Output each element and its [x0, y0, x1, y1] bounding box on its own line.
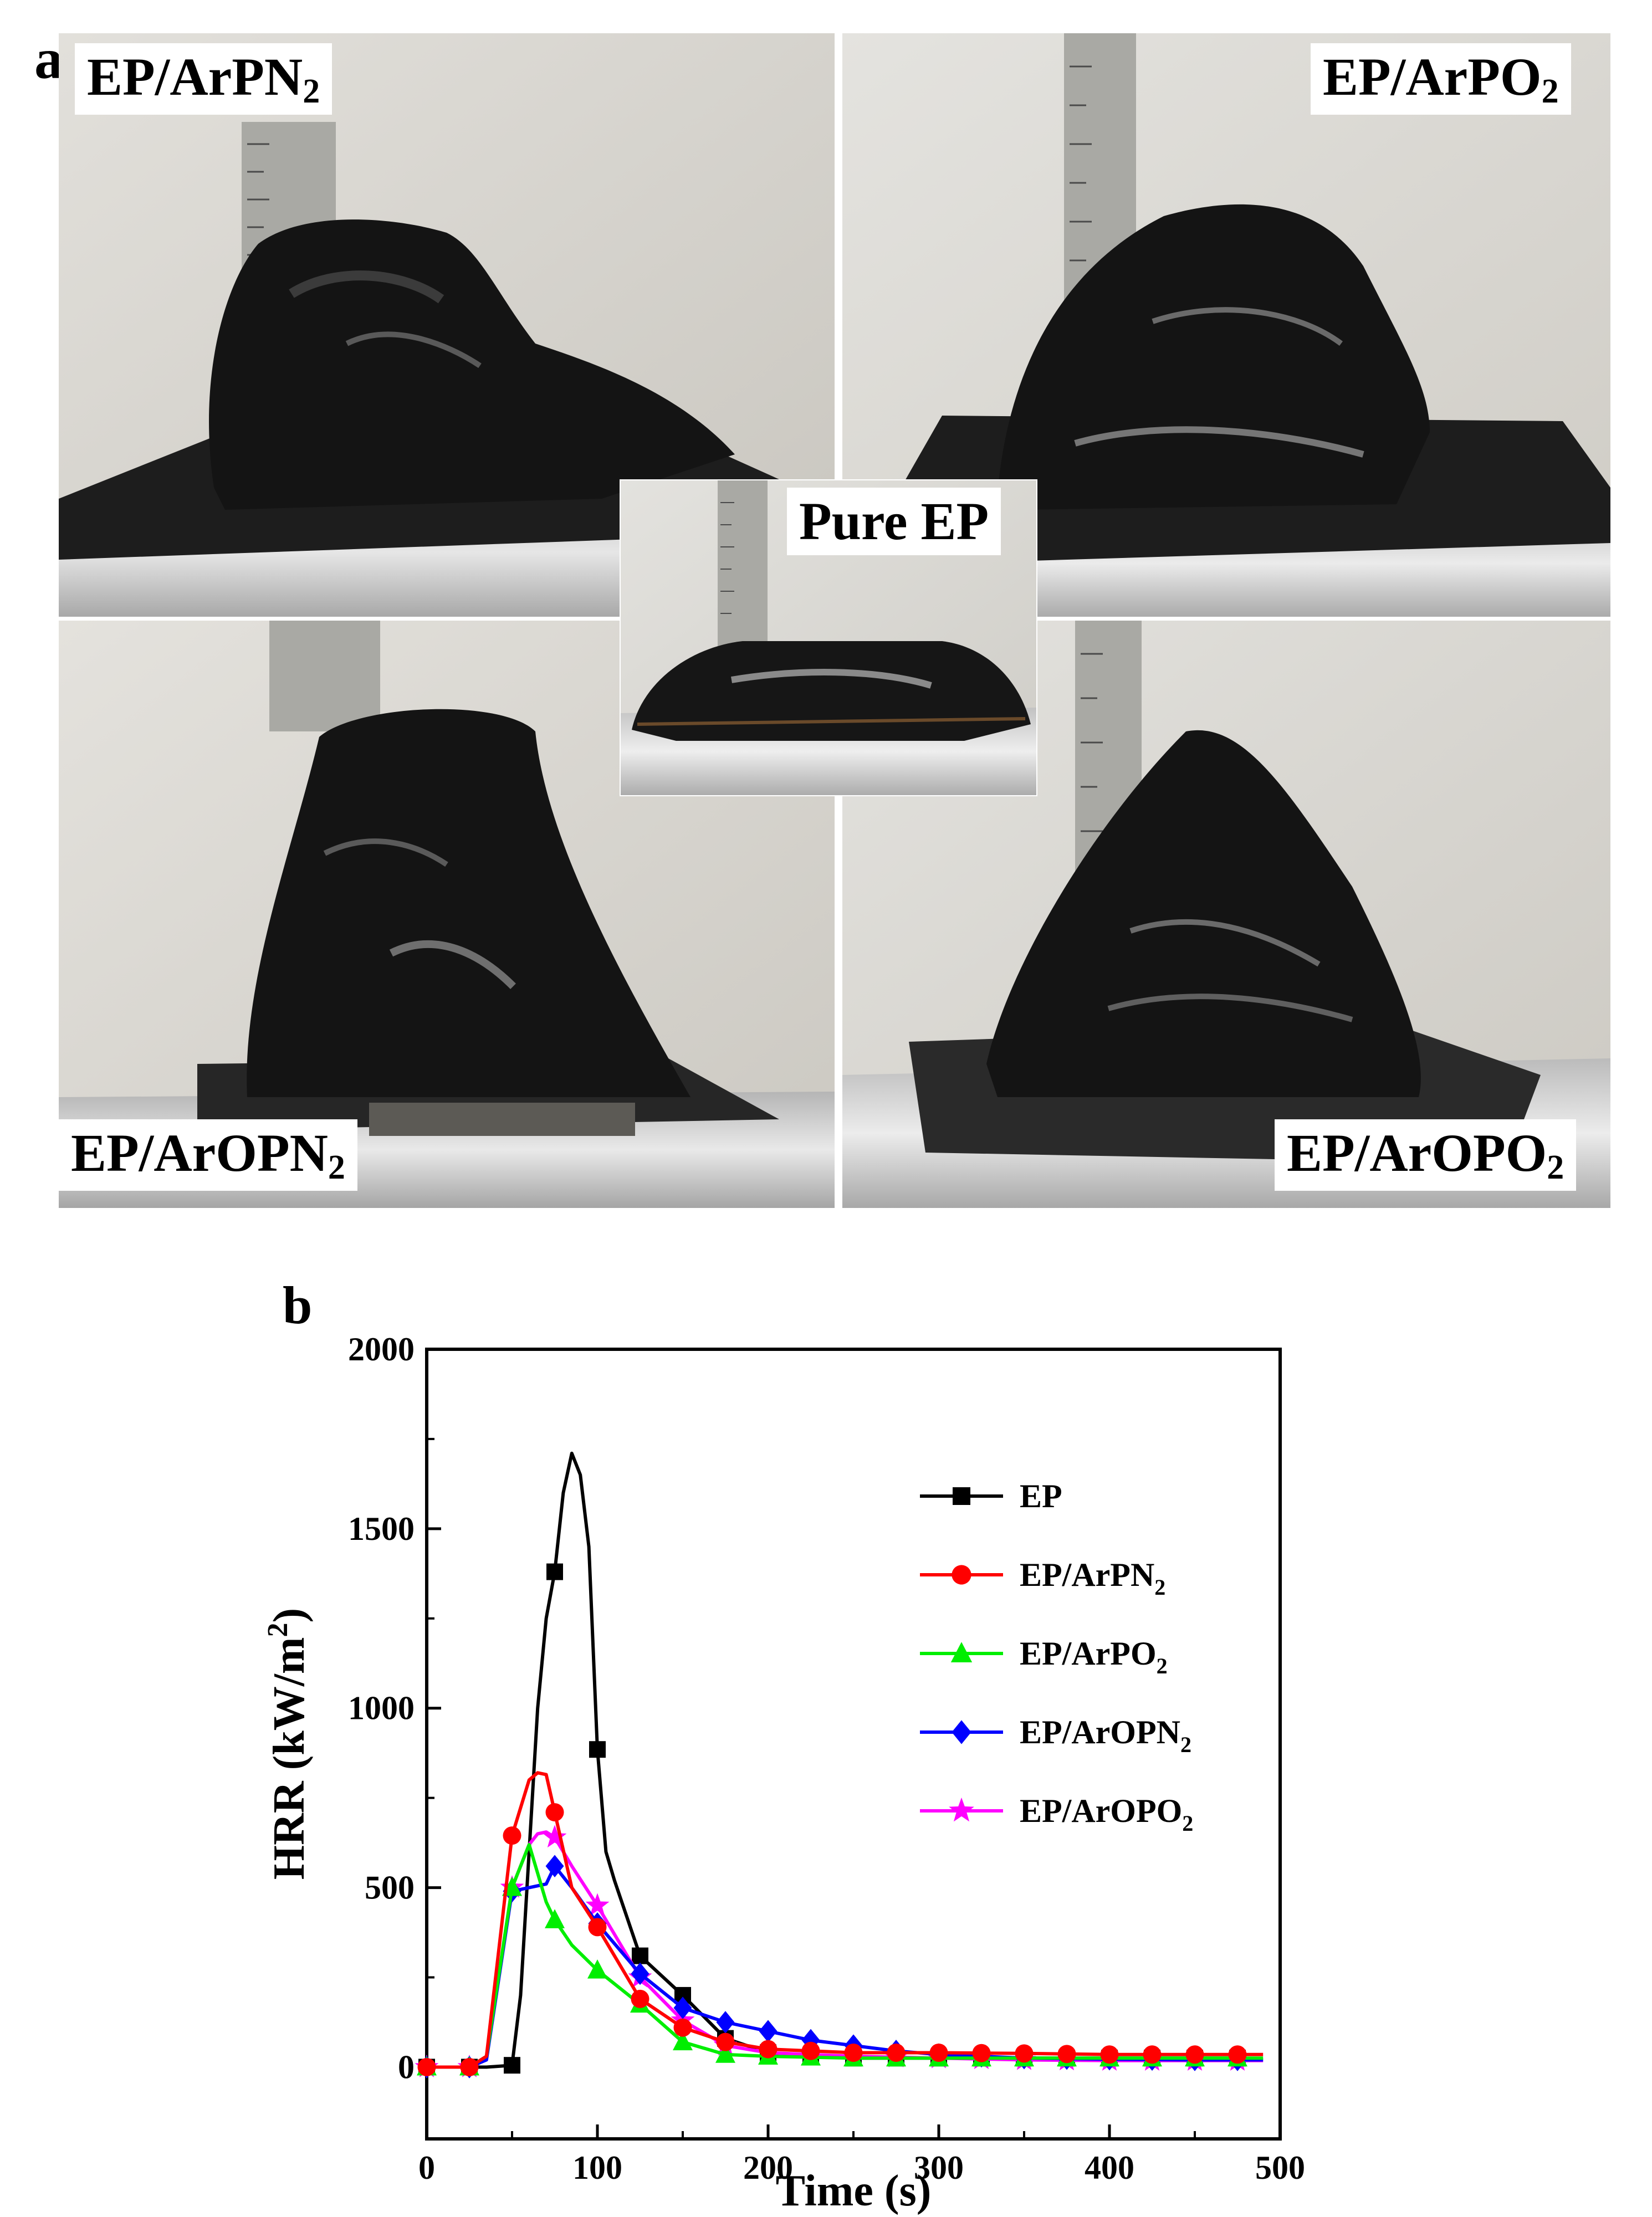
y-axis-title: HRR (kW/m2) — [262, 1608, 314, 1880]
legend-marker — [949, 1798, 974, 1822]
legend-label: EP/ArOPN2 — [1020, 1714, 1191, 1757]
data-point — [716, 2032, 735, 2051]
x-tick-label: 500 — [1255, 2149, 1305, 2186]
data-point — [716, 2011, 735, 2034]
y-tick-label: 1000 — [348, 1690, 415, 1727]
data-point — [1228, 2045, 1247, 2064]
data-point — [759, 2040, 778, 2059]
data-point — [929, 2044, 948, 2062]
data-point — [673, 2018, 692, 2037]
data-point — [585, 1893, 610, 1916]
data-point — [504, 2057, 520, 2074]
plot-frame — [425, 1348, 1282, 2141]
data-point — [546, 1563, 563, 1580]
data-point — [801, 2041, 820, 2060]
panel-a-letter: a — [34, 27, 63, 91]
data-point — [1143, 2045, 1162, 2064]
label-pure-ep: Pure EP — [787, 488, 1001, 556]
y-tick-label: 0 — [398, 2049, 415, 2085]
panel-b-letter: b — [283, 1276, 312, 1335]
data-point — [589, 1741, 606, 1758]
series-1 — [417, 1771, 1264, 2076]
data-point — [543, 1825, 567, 1848]
x-tick-label: 200 — [743, 2149, 793, 2186]
legend-label: EP/ArPN2 — [1020, 1556, 1165, 1600]
data-point — [545, 1855, 564, 1877]
data-point — [632, 1947, 648, 1964]
data-point — [1015, 2044, 1034, 2063]
x-tick-label: 300 — [914, 2149, 964, 2186]
label-ep-arpn2: EP/ArPN2 — [75, 43, 333, 115]
data-point — [545, 1803, 564, 1822]
data-point — [460, 2057, 479, 2076]
label-ep-aropn2: EP/ArOPN2 — [59, 1119, 357, 1191]
series-line — [427, 1842, 1264, 2069]
y-tick-label: 1500 — [348, 1511, 415, 1547]
x-tick-label: 400 — [1085, 2149, 1134, 2186]
data-point — [587, 1959, 607, 1979]
char-photo-ep-arpo2 — [842, 33, 1610, 617]
legend-marker — [952, 1720, 971, 1744]
data-point — [673, 1996, 692, 2019]
data-point — [503, 1826, 521, 1845]
data-point — [673, 2031, 693, 2051]
legend-marker — [950, 1642, 973, 1662]
y-tick-label: 2000 — [348, 1331, 415, 1368]
data-point — [715, 2044, 735, 2063]
x-axis-title: Time (s) — [776, 2167, 932, 2215]
series-layer — [415, 1451, 1264, 2078]
data-point — [887, 2044, 906, 2062]
data-point — [588, 1918, 607, 1937]
label-ep-arpo2: EP/ArPO2 — [1311, 43, 1571, 115]
x-tick-label: 0 — [418, 2149, 435, 2186]
label-ep-aropo2: EP/ArOPO2 — [1275, 1119, 1577, 1191]
data-point — [545, 1909, 565, 1928]
data-point — [1185, 2045, 1204, 2064]
data-point — [1057, 2045, 1076, 2064]
legend-label: EP — [1020, 1478, 1062, 1514]
data-point — [631, 1962, 649, 1985]
y-tick-label: 500 — [365, 1870, 415, 1906]
data-point — [631, 1989, 649, 2008]
legend-marker — [953, 1487, 970, 1505]
legend-label: EP/ArOPO2 — [1020, 1793, 1193, 1836]
hrr-chart: b 0 100 200 300 400 500 0 500 1000 1500 2000 EP EP/… — [262, 1276, 1305, 2215]
legend-marker — [952, 1565, 971, 1585]
series-line — [427, 1771, 1264, 2069]
data-point — [1100, 2045, 1119, 2064]
legend-label: EP/ArPO2 — [1020, 1635, 1168, 1678]
data-point — [417, 2057, 436, 2076]
char-image-arpo2 — [842, 33, 1610, 617]
data-point — [759, 2020, 778, 2042]
x-tick-label: 100 — [572, 2149, 622, 2186]
data-point — [972, 2044, 991, 2062]
legend: EP EP/ArPN2 EP/ArPO2 EP/ArOPN2 EP/ArOPO2 — [920, 1478, 1193, 1836]
axis-ticks: 0 100 200 300 400 500 0 500 1000 1500 2000 — [348, 1331, 1305, 2186]
data-point — [844, 2044, 863, 2062]
